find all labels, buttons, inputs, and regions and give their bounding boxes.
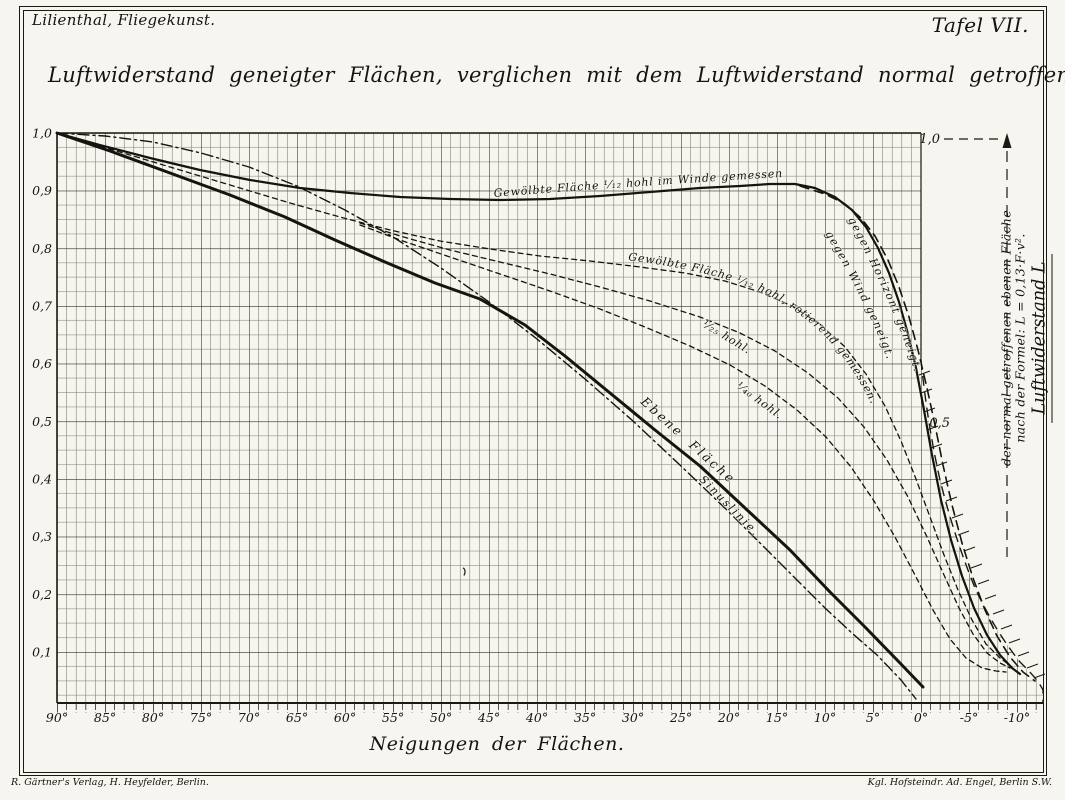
y-tick-label: 0,8	[32, 241, 52, 256]
x-tick-label: 30°	[622, 710, 644, 725]
annotation-zero-point-five: 0,5	[929, 416, 950, 431]
x-tick-label: 40°	[525, 710, 548, 725]
print-artifact	[462, 567, 466, 576]
curve-ebene-flaeche	[55, 131, 925, 689]
book-reference: Lilienthal, Fliegekunst.	[32, 11, 216, 29]
annotation-one-point-zero: 1,0	[919, 132, 940, 147]
x-tick-label: 35°	[574, 710, 596, 725]
y-tick-label: 0,1	[32, 645, 52, 660]
x-tick-label: 5°	[866, 710, 880, 725]
x-tick-label: 25°	[669, 710, 692, 725]
y-tick-label: 0,2	[32, 587, 52, 602]
x-tick-label: -5°	[960, 710, 978, 725]
x-tick-label: 50°	[430, 710, 452, 725]
curve-gegen-horizont-geneigt	[799, 185, 1036, 682]
y-tick-label: 0,5	[32, 414, 52, 429]
x-tick-label: -10°	[1004, 710, 1030, 725]
publisher-imprint: R. Gärtner's Verlag, H. Heyfelder, Berli…	[11, 777, 209, 788]
y-tick-label: 1,0	[32, 126, 52, 141]
x-tick-label: 55°	[382, 710, 404, 725]
up-arrow-icon	[1002, 133, 1012, 148]
right-axis-main-label: Luftwiderstand L	[1029, 253, 1053, 423]
x-tick-label: 75°	[190, 710, 212, 725]
x-tick-label: 70°	[238, 710, 260, 725]
x-axis-tick-band	[57, 703, 1041, 713]
curve-1-25-hohl	[359, 222, 1011, 669]
plate-frame-inner	[22, 9, 1044, 773]
curve-rotierend-gemessen	[56, 132, 1013, 668]
right-axis-description: der normal getroffenen ebenen Fläche nac…	[998, 210, 1053, 466]
plate-frame-outer	[19, 6, 1047, 776]
x-tick-label: 85°	[94, 710, 116, 725]
right-axis-line1: der normal getroffenen ebenen Fläche	[998, 210, 1014, 466]
x-axis-title: Neigungen der Flächen.	[369, 733, 625, 755]
curve-gewoelbt-im-winde-und-gegen-wind	[55, 131, 1022, 676]
x-tick-label: 10°	[814, 710, 836, 725]
y-tick-label: 0,6	[32, 356, 52, 371]
chart-title: Luftwiderstand geneigter Flächen, vergli…	[48, 63, 1065, 87]
printer-imprint: Kgl. Hofsteindr. Ad. Engel, Berlin S.W.	[867, 777, 1052, 788]
x-tick-label: 45°	[477, 710, 500, 725]
plate-number: Tafel VII.	[931, 13, 1029, 37]
grid-cutoff-boundary	[920, 359, 1044, 702]
right-axis-line2: nach der Formel: L = 0,13·F·v².	[1012, 233, 1028, 443]
x-tick-label: 80°	[142, 710, 164, 725]
curve-1-40-hohl	[359, 224, 1007, 673]
x-tick-label: 90°	[46, 710, 68, 725]
x-tick-label: 15°	[766, 710, 788, 725]
curve-sinuslinie	[56, 132, 917, 700]
y-tick-label: 0,3	[32, 529, 52, 544]
y-tick-label: 0,4	[32, 472, 52, 487]
x-tick-label: 0°	[914, 710, 928, 725]
x-tick-label: 60°	[334, 710, 356, 725]
y-tick-label: 0,9	[32, 183, 52, 198]
y-tick-label: 0,7	[32, 299, 52, 314]
grid	[57, 133, 1043, 703]
x-tick-label: 20°	[717, 710, 740, 725]
x-tick-label: 65°	[286, 710, 308, 725]
